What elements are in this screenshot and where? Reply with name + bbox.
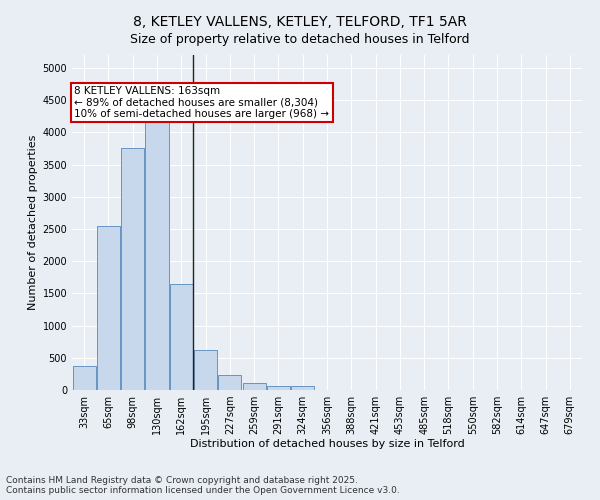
Bar	[267, 386, 290, 390]
Bar	[218, 375, 241, 390]
Bar	[73, 366, 95, 390]
Bar	[145, 113, 169, 390]
Y-axis label: Number of detached properties: Number of detached properties	[28, 135, 38, 310]
Text: Contains HM Land Registry data © Crown copyright and database right 2025.
Contai: Contains HM Land Registry data © Crown c…	[6, 476, 400, 495]
Text: 8 KETLEY VALLENS: 163sqm
← 89% of detached houses are smaller (8,304)
10% of sem: 8 KETLEY VALLENS: 163sqm ← 89% of detach…	[74, 86, 329, 119]
X-axis label: Distribution of detached houses by size in Telford: Distribution of detached houses by size …	[190, 438, 464, 448]
Bar	[194, 350, 217, 390]
Bar	[121, 148, 144, 390]
Bar	[170, 284, 193, 390]
Bar	[291, 386, 314, 390]
Text: 8, KETLEY VALLENS, KETLEY, TELFORD, TF1 5AR: 8, KETLEY VALLENS, KETLEY, TELFORD, TF1 …	[133, 15, 467, 29]
Text: Size of property relative to detached houses in Telford: Size of property relative to detached ho…	[130, 32, 470, 46]
Bar	[242, 383, 266, 390]
Bar	[97, 226, 120, 390]
